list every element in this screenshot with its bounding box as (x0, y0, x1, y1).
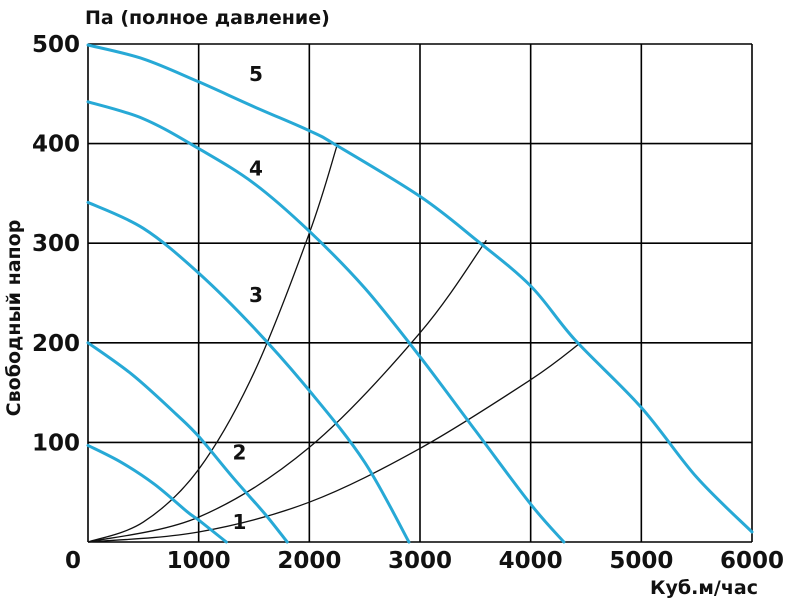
fan-curve-4 (86, 100, 566, 544)
resistance-line-2 (87, 239, 487, 543)
curve-label-5: 5 (249, 62, 263, 86)
x-tick-label-3000: 3000 (388, 548, 452, 574)
curve-label-2: 2 (232, 440, 246, 464)
x-tick-label-4000: 4000 (499, 548, 563, 574)
curve-labels: 5 4 3 2 1 (232, 62, 263, 534)
x-tick-label-1000: 1000 (167, 548, 231, 574)
x-axis-label: Куб.м/час (650, 577, 758, 599)
y-tick-label-100: 100 (32, 430, 80, 456)
y-tick-label-200: 200 (32, 331, 80, 357)
y-axis-label: Свободный напор (3, 220, 25, 417)
curve-label-4: 4 (249, 157, 263, 181)
y-tick-label-300: 300 (32, 231, 80, 257)
x-tick-labels: 0 1000 2000 3000 4000 5000 6000 (65, 548, 784, 574)
fan-curve-3 (86, 200, 411, 544)
curve-label-3: 3 (249, 283, 263, 307)
resistance-line-1 (87, 145, 338, 543)
x-tick-label-5000: 5000 (609, 548, 673, 574)
fan-curve-2 (86, 341, 289, 544)
fan-curve-5 (86, 43, 754, 534)
x-tick-label-0: 0 (65, 548, 81, 574)
resistance-lines (87, 145, 581, 543)
y-unit-label: Па (полное давление) (85, 7, 330, 29)
x-tick-label-6000: 6000 (720, 548, 784, 574)
curve-label-1: 1 (232, 510, 246, 534)
x-tick-label-2000: 2000 (277, 548, 341, 574)
y-tick-labels: 100 200 300 400 500 (32, 32, 80, 456)
resistance-line-3 (87, 342, 581, 543)
y-tick-label-400: 400 (32, 132, 80, 158)
fan-curve-1 (86, 443, 228, 544)
fan-curves (86, 43, 754, 544)
grid (87, 43, 753, 543)
y-tick-label-500: 500 (32, 32, 80, 58)
